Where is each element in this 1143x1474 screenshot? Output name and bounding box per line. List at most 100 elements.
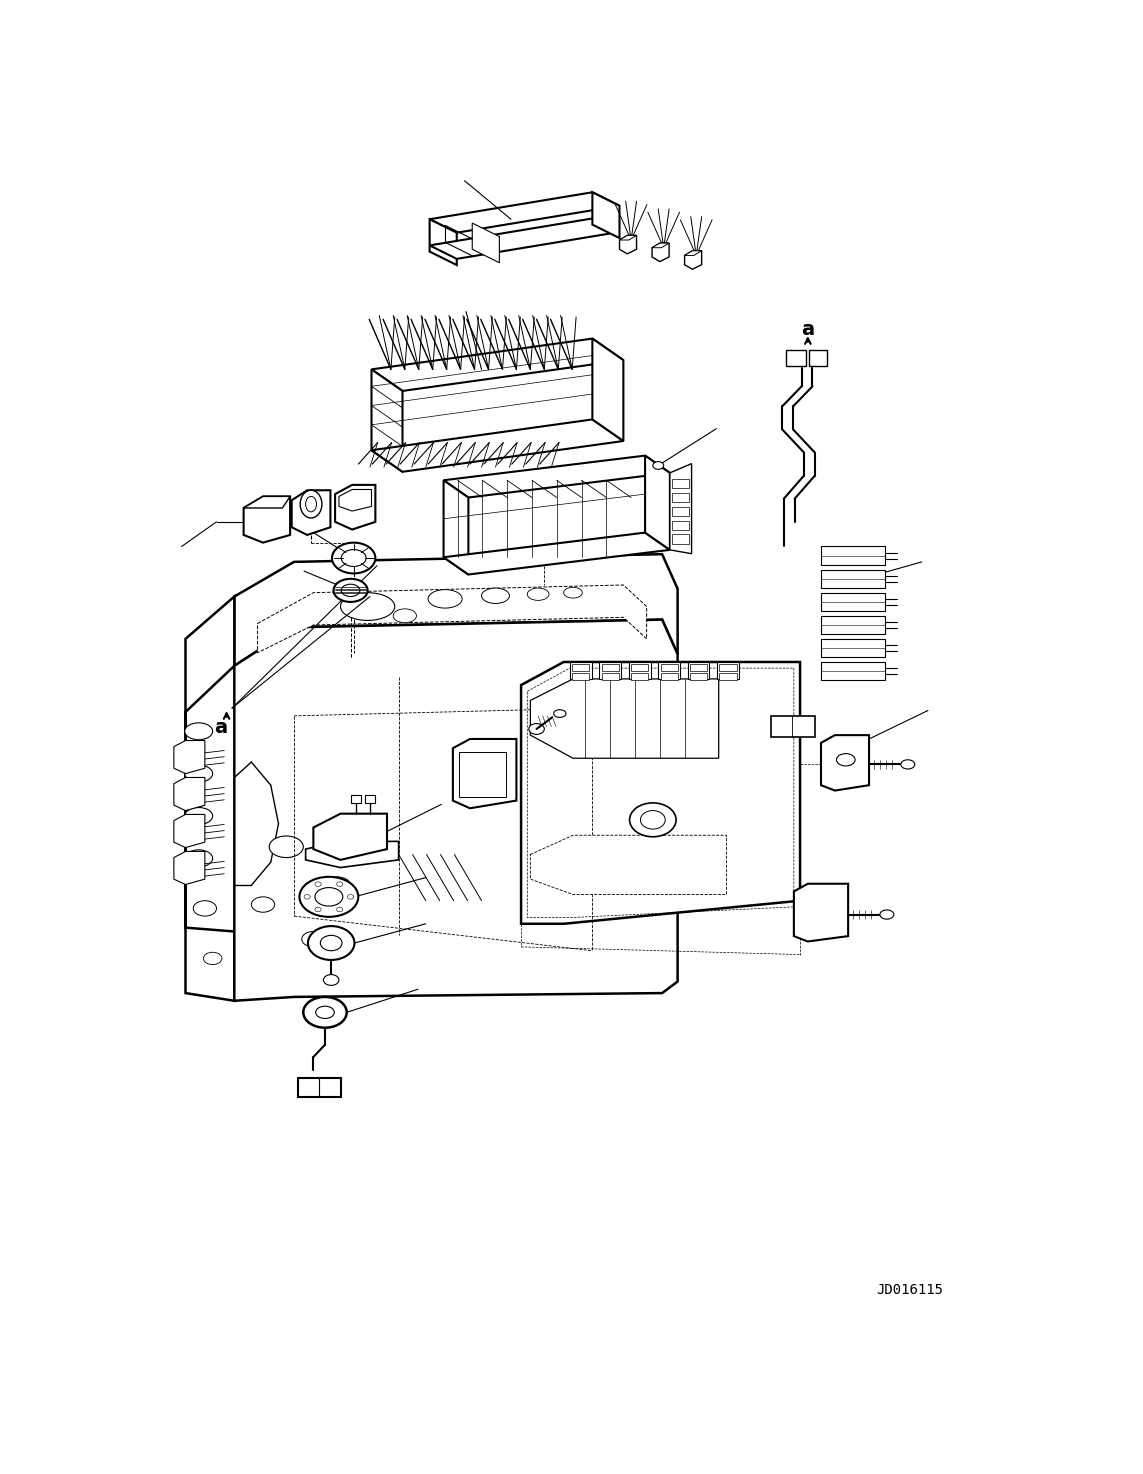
Polygon shape xyxy=(620,236,637,254)
Ellipse shape xyxy=(481,588,510,603)
Bar xyxy=(672,492,689,503)
Polygon shape xyxy=(670,464,692,554)
Ellipse shape xyxy=(342,550,366,566)
Polygon shape xyxy=(174,777,205,811)
Polygon shape xyxy=(809,351,828,366)
Polygon shape xyxy=(371,420,623,472)
Ellipse shape xyxy=(837,753,855,766)
Ellipse shape xyxy=(299,877,358,917)
Ellipse shape xyxy=(185,850,213,867)
Ellipse shape xyxy=(880,909,894,920)
Ellipse shape xyxy=(341,593,394,621)
Ellipse shape xyxy=(302,932,325,946)
Polygon shape xyxy=(652,243,669,261)
Polygon shape xyxy=(365,794,375,803)
Polygon shape xyxy=(305,842,399,868)
Polygon shape xyxy=(592,192,620,239)
Ellipse shape xyxy=(251,896,274,912)
Ellipse shape xyxy=(323,974,339,986)
Polygon shape xyxy=(243,497,290,542)
Text: JD016115: JD016115 xyxy=(877,1282,944,1297)
Ellipse shape xyxy=(305,497,317,511)
Polygon shape xyxy=(770,716,815,737)
Ellipse shape xyxy=(315,881,321,886)
Polygon shape xyxy=(298,1077,341,1097)
Ellipse shape xyxy=(315,907,321,912)
Polygon shape xyxy=(351,794,361,803)
Polygon shape xyxy=(257,585,647,653)
Bar xyxy=(459,752,505,797)
Polygon shape xyxy=(688,662,710,680)
Polygon shape xyxy=(821,569,885,588)
Ellipse shape xyxy=(315,887,343,907)
Polygon shape xyxy=(821,616,885,634)
Ellipse shape xyxy=(630,803,676,837)
Ellipse shape xyxy=(185,722,213,740)
Ellipse shape xyxy=(315,1007,334,1019)
Polygon shape xyxy=(234,619,678,1001)
Bar xyxy=(672,479,689,488)
Polygon shape xyxy=(821,662,885,681)
Polygon shape xyxy=(685,251,702,255)
Bar xyxy=(690,663,708,671)
Ellipse shape xyxy=(193,901,216,915)
Bar xyxy=(631,672,648,681)
Bar xyxy=(631,663,648,671)
Ellipse shape xyxy=(304,895,310,899)
Ellipse shape xyxy=(270,836,303,858)
Polygon shape xyxy=(472,223,499,262)
Bar xyxy=(601,672,618,681)
Polygon shape xyxy=(685,251,702,270)
Ellipse shape xyxy=(185,765,213,783)
Polygon shape xyxy=(453,738,517,808)
Polygon shape xyxy=(821,736,869,790)
Polygon shape xyxy=(570,662,592,680)
Bar xyxy=(672,535,689,544)
Ellipse shape xyxy=(393,609,416,622)
Polygon shape xyxy=(786,351,806,366)
Ellipse shape xyxy=(337,907,343,912)
Ellipse shape xyxy=(347,895,353,899)
Polygon shape xyxy=(291,491,330,535)
Polygon shape xyxy=(430,192,620,233)
Polygon shape xyxy=(339,489,371,511)
Polygon shape xyxy=(430,220,457,265)
Polygon shape xyxy=(620,236,637,240)
Ellipse shape xyxy=(301,491,322,517)
Bar xyxy=(573,672,590,681)
Ellipse shape xyxy=(527,588,549,600)
Bar xyxy=(719,672,736,681)
Polygon shape xyxy=(530,836,727,895)
Polygon shape xyxy=(430,218,620,259)
Polygon shape xyxy=(174,740,205,774)
Text: a: a xyxy=(801,320,814,339)
Polygon shape xyxy=(599,662,621,680)
Polygon shape xyxy=(821,593,885,612)
Polygon shape xyxy=(313,814,387,859)
Ellipse shape xyxy=(331,542,375,573)
Bar xyxy=(690,672,708,681)
Bar xyxy=(672,507,689,516)
Polygon shape xyxy=(658,662,680,680)
Polygon shape xyxy=(185,597,234,1001)
Bar xyxy=(601,663,618,671)
Ellipse shape xyxy=(203,952,222,964)
Polygon shape xyxy=(821,638,885,657)
Ellipse shape xyxy=(553,709,566,718)
Text: a: a xyxy=(214,718,227,737)
Polygon shape xyxy=(443,532,670,575)
Polygon shape xyxy=(794,884,848,942)
Ellipse shape xyxy=(320,936,342,951)
Polygon shape xyxy=(530,680,719,758)
Ellipse shape xyxy=(185,808,213,824)
Ellipse shape xyxy=(529,724,544,734)
Polygon shape xyxy=(521,662,800,924)
Polygon shape xyxy=(243,497,290,509)
Ellipse shape xyxy=(653,461,664,469)
Polygon shape xyxy=(645,455,670,550)
Bar xyxy=(672,520,689,529)
Ellipse shape xyxy=(322,877,351,893)
Polygon shape xyxy=(335,485,375,529)
Bar xyxy=(661,663,678,671)
Ellipse shape xyxy=(901,759,914,769)
